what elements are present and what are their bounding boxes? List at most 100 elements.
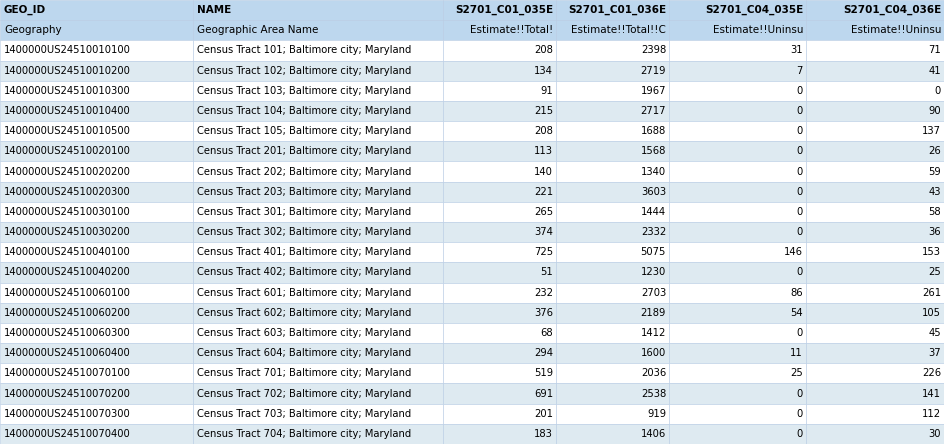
- Text: 86: 86: [790, 288, 803, 297]
- Bar: [806, 343, 944, 363]
- Text: 221: 221: [534, 187, 553, 197]
- Text: 0: 0: [797, 429, 803, 439]
- Text: Estimate!!Total!: Estimate!!Total!: [470, 25, 553, 35]
- Bar: [443, 182, 556, 202]
- Text: S2701_C01_036E: S2701_C01_036E: [568, 5, 666, 15]
- Text: 2036: 2036: [641, 369, 666, 378]
- Bar: [806, 20, 944, 40]
- Text: Census Tract 702; Baltimore city; Maryland: Census Tract 702; Baltimore city; Maryla…: [197, 388, 412, 399]
- Text: 1400000US24510060300: 1400000US24510060300: [4, 328, 131, 338]
- Bar: [556, 384, 669, 404]
- Bar: [0, 20, 193, 40]
- Bar: [0, 141, 193, 162]
- Bar: [193, 404, 443, 424]
- Bar: [669, 182, 806, 202]
- Bar: [806, 141, 944, 162]
- Text: 1340: 1340: [641, 166, 666, 177]
- Bar: [806, 40, 944, 60]
- Text: 2538: 2538: [641, 388, 666, 399]
- Text: 208: 208: [534, 45, 553, 56]
- Bar: [806, 162, 944, 182]
- Bar: [443, 141, 556, 162]
- Bar: [443, 40, 556, 60]
- Bar: [556, 323, 669, 343]
- Text: Census Tract 202; Baltimore city; Maryland: Census Tract 202; Baltimore city; Maryla…: [197, 166, 412, 177]
- Bar: [556, 303, 669, 323]
- Bar: [806, 242, 944, 262]
- Bar: [669, 60, 806, 81]
- Bar: [556, 363, 669, 384]
- Bar: [556, 262, 669, 282]
- Text: 2703: 2703: [641, 288, 666, 297]
- Text: 58: 58: [928, 207, 941, 217]
- Bar: [443, 282, 556, 303]
- Text: 374: 374: [534, 227, 553, 237]
- Bar: [556, 0, 669, 20]
- Bar: [0, 424, 193, 444]
- Text: Geographic Area Name: Geographic Area Name: [197, 25, 318, 35]
- Text: 7: 7: [797, 66, 803, 75]
- Text: 59: 59: [928, 166, 941, 177]
- Text: Census Tract 704; Baltimore city; Maryland: Census Tract 704; Baltimore city; Maryla…: [197, 429, 412, 439]
- Bar: [669, 121, 806, 141]
- Text: 31: 31: [790, 45, 803, 56]
- Bar: [669, 282, 806, 303]
- Text: 1400000US24510010200: 1400000US24510010200: [4, 66, 131, 75]
- Bar: [556, 60, 669, 81]
- Bar: [669, 303, 806, 323]
- Bar: [556, 121, 669, 141]
- Text: Estimate!!Uninsu: Estimate!!Uninsu: [851, 25, 941, 35]
- Text: 1444: 1444: [641, 207, 666, 217]
- Text: 0: 0: [797, 388, 803, 399]
- Text: 261: 261: [922, 288, 941, 297]
- Bar: [193, 40, 443, 60]
- Text: 1400000US24510070300: 1400000US24510070300: [4, 409, 131, 419]
- Bar: [669, 0, 806, 20]
- Bar: [0, 121, 193, 141]
- Bar: [806, 182, 944, 202]
- Bar: [806, 363, 944, 384]
- Bar: [0, 343, 193, 363]
- Bar: [193, 282, 443, 303]
- Text: Census Tract 401; Baltimore city; Maryland: Census Tract 401; Baltimore city; Maryla…: [197, 247, 412, 257]
- Bar: [443, 303, 556, 323]
- Bar: [806, 262, 944, 282]
- Text: 2398: 2398: [641, 45, 666, 56]
- Text: 25: 25: [790, 369, 803, 378]
- Text: 25: 25: [928, 267, 941, 278]
- Text: 1400000US24510020100: 1400000US24510020100: [4, 147, 131, 156]
- Bar: [669, 262, 806, 282]
- Text: 725: 725: [534, 247, 553, 257]
- Bar: [806, 0, 944, 20]
- Text: 1400000US24510040200: 1400000US24510040200: [4, 267, 131, 278]
- Text: 1406: 1406: [641, 429, 666, 439]
- Text: 1568: 1568: [641, 147, 666, 156]
- Bar: [669, 20, 806, 40]
- Bar: [193, 303, 443, 323]
- Text: 141: 141: [922, 388, 941, 399]
- Bar: [806, 81, 944, 101]
- Text: Census Tract 703; Baltimore city; Maryland: Census Tract 703; Baltimore city; Maryla…: [197, 409, 412, 419]
- Bar: [556, 343, 669, 363]
- Text: GEO_ID: GEO_ID: [4, 5, 46, 15]
- Bar: [0, 40, 193, 60]
- Text: 1230: 1230: [641, 267, 666, 278]
- Bar: [193, 101, 443, 121]
- Bar: [193, 424, 443, 444]
- Bar: [556, 182, 669, 202]
- Bar: [669, 222, 806, 242]
- Text: 919: 919: [647, 409, 666, 419]
- Text: 294: 294: [534, 348, 553, 358]
- Bar: [443, 162, 556, 182]
- Text: 1412: 1412: [641, 328, 666, 338]
- Text: 105: 105: [922, 308, 941, 318]
- Bar: [806, 101, 944, 121]
- Text: 0: 0: [797, 227, 803, 237]
- Bar: [443, 121, 556, 141]
- Text: Census Tract 203; Baltimore city; Maryland: Census Tract 203; Baltimore city; Maryla…: [197, 187, 412, 197]
- Text: 226: 226: [922, 369, 941, 378]
- Text: 134: 134: [534, 66, 553, 75]
- Bar: [193, 242, 443, 262]
- Text: Census Tract 101; Baltimore city; Maryland: Census Tract 101; Baltimore city; Maryla…: [197, 45, 412, 56]
- Bar: [806, 323, 944, 343]
